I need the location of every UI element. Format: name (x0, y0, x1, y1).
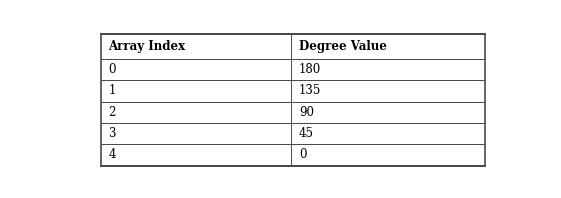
Text: 135: 135 (299, 84, 321, 97)
Text: 4: 4 (108, 148, 116, 161)
Text: Degree Value: Degree Value (299, 40, 387, 53)
Text: 45: 45 (299, 127, 314, 140)
Text: 90: 90 (299, 106, 314, 119)
Bar (100, 34, 485, 166)
Text: 0: 0 (108, 63, 116, 76)
Text: 180: 180 (299, 63, 321, 76)
Text: 0: 0 (299, 148, 306, 161)
Text: 2: 2 (108, 106, 116, 119)
Text: 3: 3 (108, 127, 116, 140)
Text: Array Index: Array Index (108, 40, 186, 53)
Text: 1: 1 (108, 84, 116, 97)
